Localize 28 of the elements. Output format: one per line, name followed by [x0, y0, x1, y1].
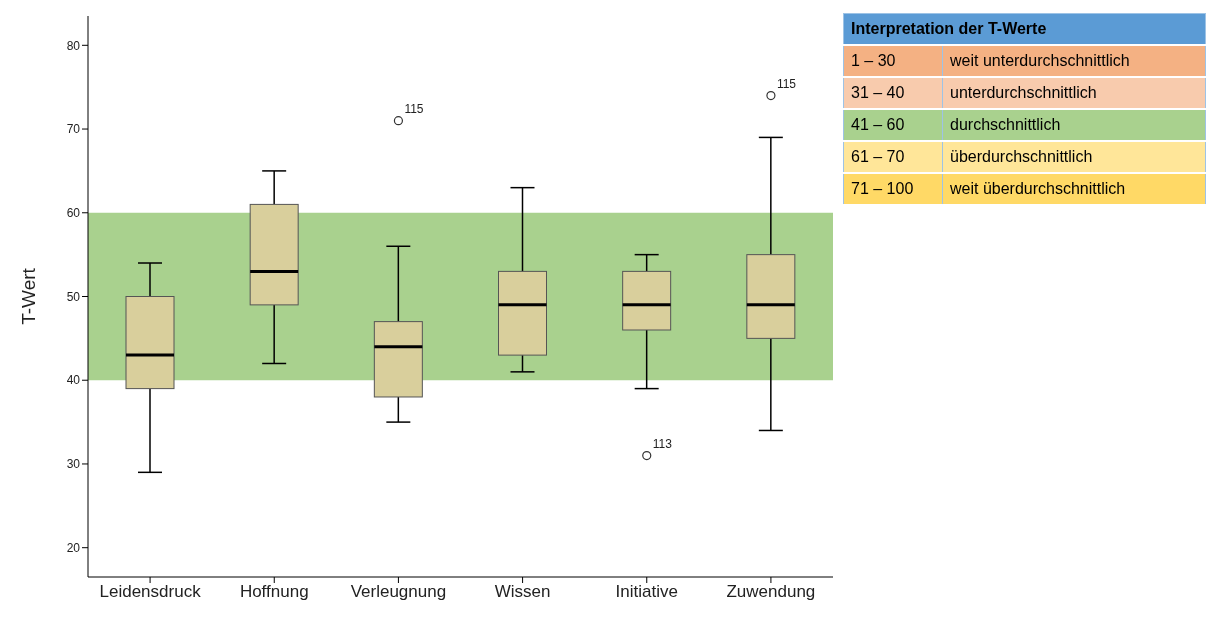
text: 1 – 30	[843, 45, 943, 77]
text: weit überdurchschnittlich	[942, 173, 1206, 205]
text: 31 – 40	[843, 77, 943, 109]
annotation: 115	[404, 101, 424, 116]
x-tick-label: Zuwendung	[726, 582, 816, 602]
y-tick-label: 40	[66, 373, 81, 388]
x-tick-label: Leidensdruck	[99, 582, 202, 602]
text: weit unterdurchschnittlich	[942, 45, 1206, 77]
annotation: 113	[652, 436, 673, 451]
y-tick-label: 70	[66, 122, 81, 137]
text: 71 – 100	[843, 173, 943, 205]
y-tick-label: 60	[66, 206, 81, 221]
text: unterdurchschnittlich	[942, 77, 1206, 109]
x-tick-label: Initiative	[615, 582, 678, 602]
y-tick-label: 80	[66, 38, 81, 53]
y-tick-label: 50	[66, 289, 81, 304]
text: Interpretation der T-Werte	[843, 13, 1206, 45]
text: 61 – 70	[843, 141, 943, 173]
annotation: 115	[776, 76, 797, 91]
text: 41 – 60	[843, 109, 943, 141]
x-tick-label: Verleugnung	[350, 582, 447, 602]
y-tick-label: 30	[66, 457, 81, 472]
x-tick-label: Hoffnung	[239, 582, 309, 602]
text: durchschnittlich	[942, 109, 1206, 141]
y-tick-label: 20	[66, 540, 81, 555]
y-axis-title: T-Wert	[17, 267, 39, 325]
x-tick-label: Wissen	[494, 582, 551, 602]
text: überdurchschnittlich	[942, 141, 1206, 173]
